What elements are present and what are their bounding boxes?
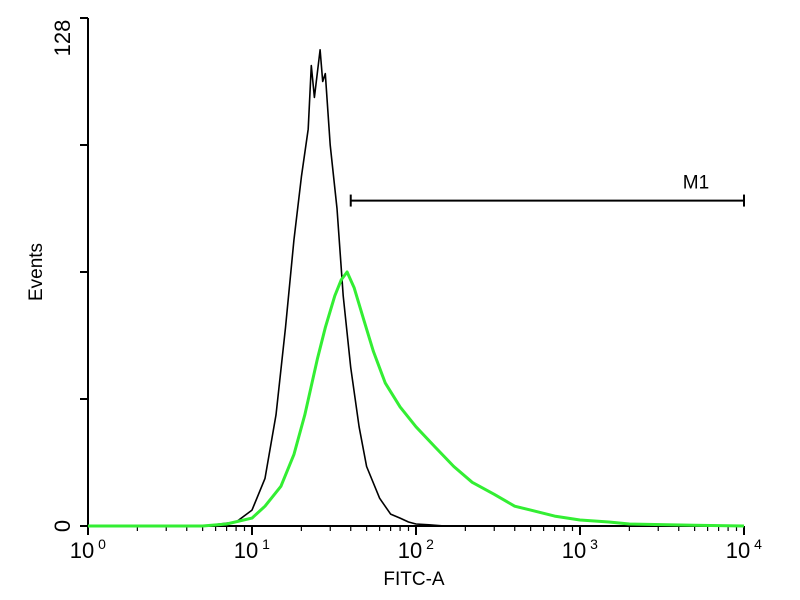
y-axis-ticks: 0 128: [50, 17, 88, 532]
x-tick-exponent: 4: [754, 536, 762, 552]
stained-histogram-line: [88, 270, 745, 528]
x-tick-exponent: 0: [98, 536, 106, 552]
y-tick-label-0: 0: [50, 520, 75, 532]
x-tick-label: 10: [70, 538, 94, 563]
x-tick-exponent: 1: [262, 536, 270, 552]
marker-layer: M1: [349, 173, 745, 207]
y-tick-label-128: 128: [50, 20, 75, 57]
x-tick-exponent: 2: [426, 536, 434, 552]
x-tick-label: 10: [234, 538, 258, 563]
x-axis-title: FITC-A: [383, 569, 445, 590]
x-tick-label: 10: [726, 538, 750, 563]
x-axis-ticks: 10 0 10 1 10 2 10 3 10 4: [70, 526, 762, 563]
marker-m1-label: M1: [683, 173, 709, 194]
x-tick-label: 10: [562, 538, 586, 563]
x-tick-label: 10: [398, 538, 422, 563]
series-layer: [88, 49, 745, 528]
x-tick-exponent: 3: [590, 536, 598, 552]
control-histogram-line: [88, 49, 744, 527]
y-axis-title: Events: [26, 243, 47, 301]
